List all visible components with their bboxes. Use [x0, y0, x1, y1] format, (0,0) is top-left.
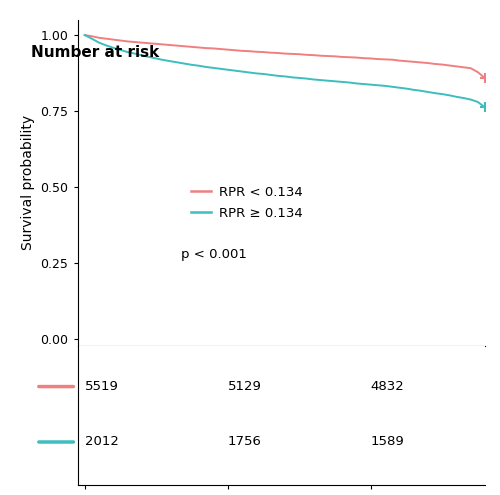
- Legend: RPR < 0.134, RPR ≥ 0.134: RPR < 0.134, RPR ≥ 0.134: [186, 181, 308, 225]
- Text: 4832: 4832: [370, 380, 404, 393]
- Text: 1756: 1756: [228, 436, 262, 448]
- Text: p < 0.001: p < 0.001: [182, 248, 248, 261]
- Text: Number at risk: Number at risk: [30, 46, 159, 60]
- Text: 5129: 5129: [228, 380, 262, 393]
- Text: 2012: 2012: [84, 436, 118, 448]
- Y-axis label: Survival probability: Survival probability: [21, 115, 35, 250]
- Text: 1589: 1589: [370, 436, 404, 448]
- Text: 5519: 5519: [84, 380, 118, 393]
